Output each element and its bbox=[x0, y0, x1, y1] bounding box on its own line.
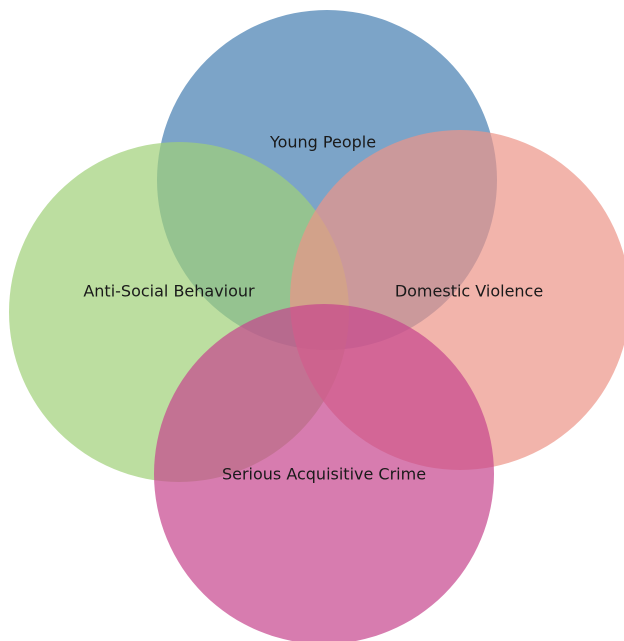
node-label: Young People bbox=[269, 133, 376, 152]
node-label: Serious Acquisitive Crime bbox=[222, 465, 426, 484]
node-label: Domestic Violence bbox=[395, 282, 543, 301]
circle-serious-acquisitive-crime bbox=[154, 304, 494, 641]
node-label: Anti-Social Behaviour bbox=[83, 282, 255, 301]
